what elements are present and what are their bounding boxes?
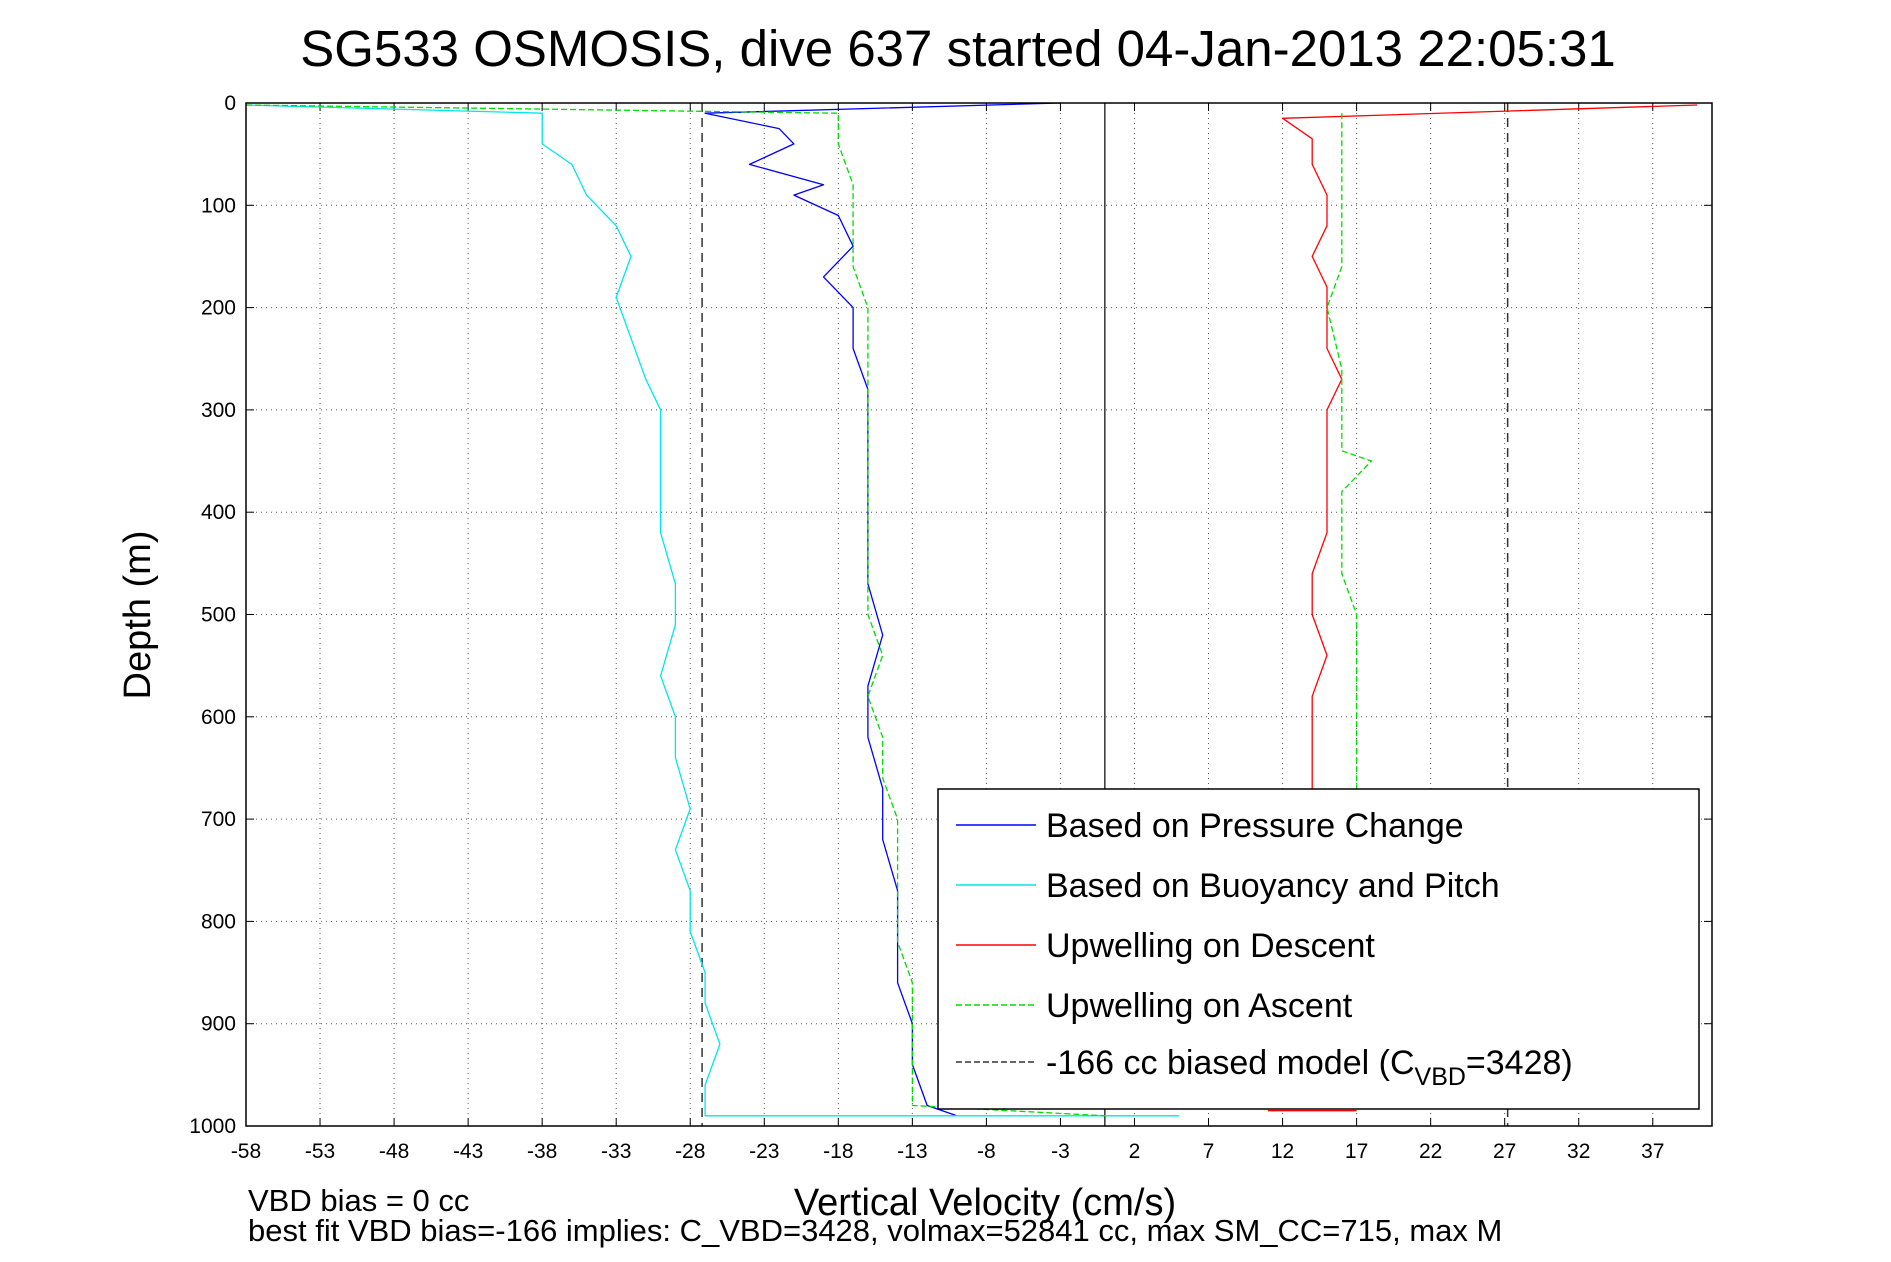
grid — [245, 102, 1712, 1127]
x-tick-label: -18 — [823, 1140, 853, 1163]
y-axis-label: Depth (m) — [117, 531, 159, 700]
x-tick-label: -28 — [675, 1140, 705, 1163]
x-tick-label: -3 — [1051, 1140, 1070, 1163]
x-tick-label: -38 — [527, 1140, 557, 1163]
series-layer — [245, 102, 1698, 1117]
legend: Based on Pressure Change Based on Buoyanc… — [937, 788, 1700, 1110]
x-tick-label: 17 — [1345, 1140, 1368, 1163]
legend-label: Upwelling on Ascent — [1046, 987, 1353, 1025]
x-tick-labels: -58 -53 -48 -43 -38 -33 -28 -23 -18 -13 -8 -3 2 7 12 17… — [231, 1140, 1665, 1163]
legend-label: Based on Buoyancy and Pitch — [1046, 867, 1500, 905]
x-tick-label: 27 — [1493, 1140, 1516, 1163]
x-tick-label: 12 — [1271, 1140, 1294, 1163]
y-tick-label: 1000 — [189, 1115, 236, 1138]
x-tick-label: -53 — [305, 1140, 335, 1163]
y-tick-label: 100 — [201, 194, 236, 217]
y-tick-label: 300 — [201, 399, 236, 422]
y-tick-label: 500 — [201, 604, 236, 627]
x-tick-label: 32 — [1567, 1140, 1590, 1163]
y-tick-label: 700 — [201, 808, 236, 831]
x-tick-label: -13 — [897, 1140, 927, 1163]
x-tick-label: -43 — [453, 1140, 483, 1163]
legend-label: Based on Pressure Change — [1046, 807, 1464, 845]
y-tick-labels: 0 100 200 300 400 500 600 700 800 900 1000 — [189, 92, 236, 1138]
chart-title: SG533 OSMOSIS, dive 637 started 04-Jan-2… — [300, 20, 1615, 77]
x-tick-label: 7 — [1203, 1140, 1215, 1163]
y-tick-label: 800 — [201, 910, 236, 933]
x-tick-label: 22 — [1419, 1140, 1442, 1163]
footer-line-1: VBD bias = 0 cc — [248, 1183, 469, 1218]
x-tick-label: -58 — [231, 1140, 261, 1163]
series-line — [1281, 104, 1698, 799]
x-tick-label: -48 — [379, 1140, 409, 1163]
legend-label: Upwelling on Descent — [1046, 927, 1375, 965]
y-tick-label: 400 — [201, 501, 236, 524]
x-tick-label: -8 — [977, 1140, 996, 1163]
plot-frame — [245, 102, 1713, 1127]
x-axis-label: Vertical Velocity (cm/s) — [794, 1182, 1176, 1224]
x-tick-label: 2 — [1129, 1140, 1141, 1163]
x-tick-label: -33 — [601, 1140, 631, 1163]
series-line — [245, 104, 1179, 1117]
footer-line-2: best fit VBD bias=-166 implies: C_VBD=34… — [248, 1213, 1502, 1248]
legend-label: -166 cc biased model (CVBD=3428) — [1046, 1044, 1573, 1091]
series-line — [245, 104, 1105, 1117]
y-tick-label: 600 — [201, 706, 236, 729]
y-tick-label: 900 — [201, 1013, 236, 1036]
y-tick-label: 200 — [201, 297, 236, 320]
legend-box — [937, 788, 1700, 1110]
x-tick-label: -23 — [749, 1140, 779, 1163]
y-tick-label: 0 — [224, 92, 236, 115]
series-line — [1326, 113, 1373, 799]
x-tick-label: 37 — [1641, 1140, 1664, 1163]
